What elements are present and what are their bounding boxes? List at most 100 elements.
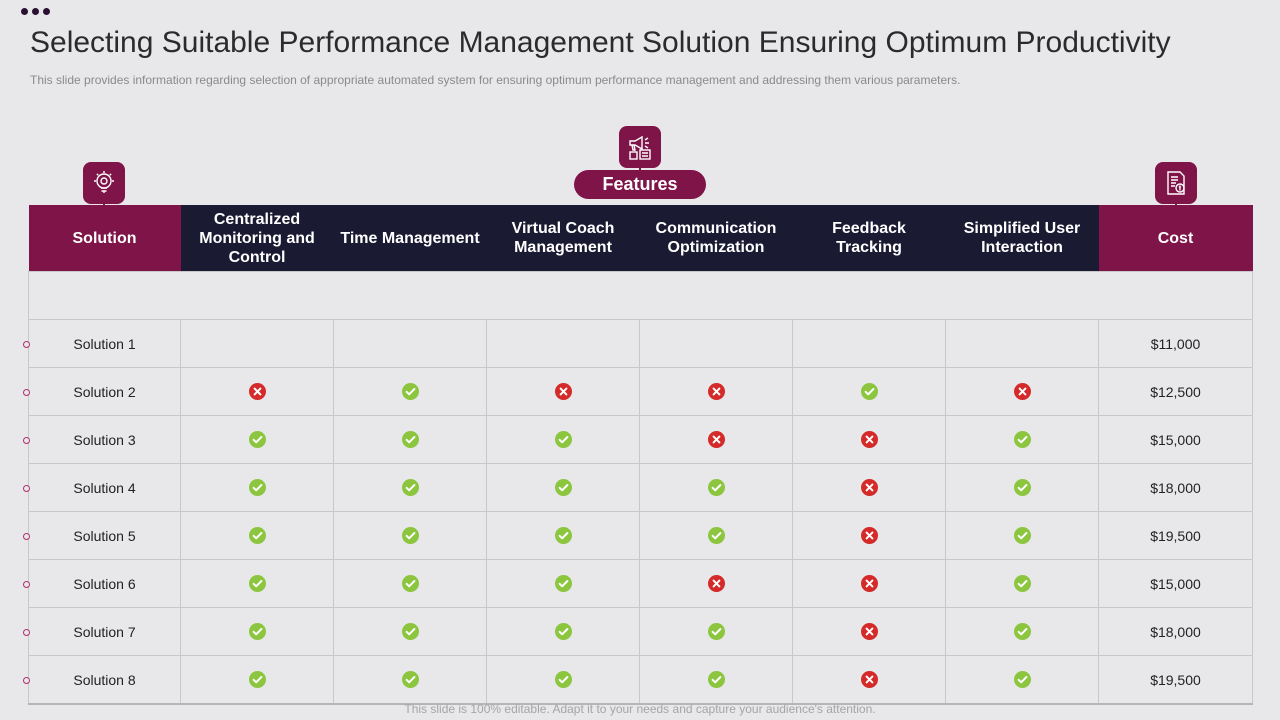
solution-name-cell: Solution 8 (23, 655, 181, 705)
check-icon (554, 575, 572, 593)
check-icon (554, 479, 572, 497)
feature-cell (792, 463, 946, 512)
table-row: Solution 7 $18,000 (23, 607, 1253, 656)
cost-header: Cost (1098, 205, 1253, 272)
feature-cell (945, 655, 1099, 705)
check-icon (707, 479, 725, 497)
solution-name-cell: Solution 6 (23, 559, 181, 608)
feature-cell (333, 607, 487, 656)
check-icon (401, 527, 419, 545)
table-row: Solution 2 $12,500 (23, 367, 1253, 416)
features-label: Features (574, 170, 706, 199)
feature-cell (945, 559, 1099, 608)
solution-name-cell: Solution 7 (23, 607, 181, 656)
feature-cell (945, 607, 1099, 656)
check-icon (401, 671, 419, 689)
solution-name: Solution 4 (73, 479, 136, 496)
solution-name: Solution 1 (73, 335, 136, 352)
feature-cell (486, 415, 640, 464)
cross-icon (860, 623, 878, 641)
feature-cell (945, 415, 1099, 464)
table-row: Solution 4 $18,000 (23, 463, 1253, 512)
solution-name: Solution 3 (73, 431, 136, 448)
cost-cell: $15,000 (1098, 559, 1253, 608)
check-icon (401, 431, 419, 449)
table-header-row: Solution Centralized Monitoring and Cont… (28, 205, 1253, 272)
feature-header-time-management: Time Management (333, 205, 487, 272)
table-row: Solution 3 $15,000 (23, 415, 1253, 464)
feature-cell (333, 511, 487, 560)
feature-cell (486, 559, 640, 608)
table-row: Solution 6 $15,000 (23, 559, 1253, 608)
check-icon (401, 575, 419, 593)
check-icon (1013, 527, 1031, 545)
cross-icon (860, 527, 878, 545)
feature-cell (792, 655, 946, 705)
feature-cell (333, 415, 487, 464)
solution-comparison-table: Solution Centralized Monitoring and Cont… (23, 205, 1253, 705)
bullet-icon (23, 676, 30, 684)
check-icon (554, 623, 572, 641)
feature-cell (486, 367, 640, 416)
invoice-dollar-icon (1155, 162, 1197, 204)
solution-name: Solution 5 (73, 527, 136, 544)
cross-icon (860, 479, 878, 497)
cross-icon (860, 431, 878, 449)
check-icon (554, 671, 572, 689)
page-title: Selecting Suitable Performance Managemen… (30, 26, 1171, 59)
feature-cell (180, 367, 334, 416)
feature-cell (180, 511, 334, 560)
feature-header-communication: Communication Optimization (639, 205, 793, 272)
check-icon (248, 527, 266, 545)
bullet-icon (23, 340, 30, 348)
check-icon (1013, 431, 1031, 449)
bullet-icon (23, 484, 30, 492)
cost-cell: $15,000 (1098, 415, 1253, 464)
check-icon (1013, 671, 1031, 689)
bullet-icon (23, 628, 30, 636)
feature-cell (180, 559, 334, 608)
feature-cell (639, 367, 793, 416)
solution-name: Solution 8 (73, 671, 136, 688)
feature-header-centralized-monitoring: Centralized Monitoring and Control (180, 205, 334, 272)
feature-cell (639, 511, 793, 560)
feature-cell (486, 463, 640, 512)
feature-cell (792, 319, 946, 368)
solution-name: Solution 7 (73, 623, 136, 640)
feature-cell (945, 367, 1099, 416)
cost-cell: $19,500 (1098, 511, 1253, 560)
bullet-icon (23, 532, 30, 540)
feature-cell (792, 367, 946, 416)
solution-name-cell: Solution 4 (23, 463, 181, 512)
features-icon-stem (639, 168, 641, 171)
feature-cell (639, 319, 793, 368)
feature-cell (792, 511, 946, 560)
check-icon (1013, 575, 1031, 593)
megaphone-checklist-icon (619, 126, 661, 168)
solution-header: Solution (28, 205, 181, 272)
feature-cell (639, 415, 793, 464)
feature-header-feedback-tracking: Feedback Tracking (792, 205, 946, 272)
feature-cell (486, 511, 640, 560)
solution-name-cell: Solution 2 (23, 367, 181, 416)
cross-icon (248, 383, 266, 401)
feature-cell (333, 319, 487, 368)
feature-cell (180, 607, 334, 656)
solution-name-cell: Solution 3 (23, 415, 181, 464)
bullet-icon (23, 580, 30, 588)
cross-icon (707, 383, 725, 401)
lightbulb-gear-icon (83, 162, 125, 204)
feature-cell (792, 415, 946, 464)
check-icon (707, 623, 725, 641)
check-icon (248, 623, 266, 641)
feature-cell (486, 655, 640, 705)
check-icon (248, 431, 266, 449)
feature-cell (639, 463, 793, 512)
feature-cell (333, 367, 487, 416)
feature-cell (333, 463, 487, 512)
cross-icon (860, 671, 878, 689)
cost-cell: $18,000 (1098, 463, 1253, 512)
feature-cell (180, 319, 334, 368)
feature-cell (333, 559, 487, 608)
feature-cell (180, 463, 334, 512)
